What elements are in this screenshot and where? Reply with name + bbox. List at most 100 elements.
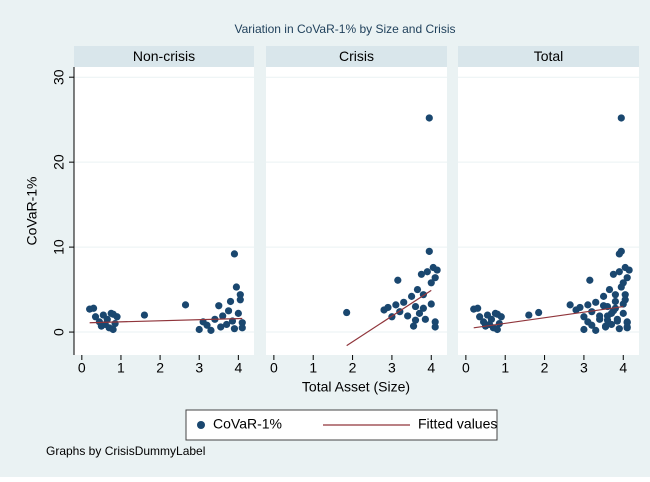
point xyxy=(596,312,604,320)
point xyxy=(623,318,631,326)
point xyxy=(236,291,244,299)
point xyxy=(343,308,351,317)
point xyxy=(411,316,420,324)
point xyxy=(576,303,584,312)
panel-header xyxy=(266,46,447,67)
fit-line xyxy=(346,289,432,347)
point xyxy=(234,309,242,317)
point xyxy=(103,315,111,323)
point xyxy=(619,279,627,287)
x-tick-label: 4 xyxy=(619,360,627,376)
plot-area xyxy=(74,67,254,355)
point xyxy=(425,247,433,255)
point xyxy=(619,300,627,308)
x-tick-label: 1 xyxy=(117,360,125,376)
point xyxy=(601,322,610,330)
panel-header xyxy=(74,46,254,67)
point xyxy=(394,276,402,284)
point xyxy=(409,322,418,330)
point xyxy=(215,302,223,310)
point xyxy=(584,301,592,309)
point xyxy=(230,250,239,258)
y-tick-label: 20 xyxy=(51,154,67,170)
point xyxy=(419,304,427,312)
point xyxy=(109,310,117,318)
point xyxy=(592,298,600,306)
point xyxy=(109,325,117,334)
point xyxy=(566,301,574,309)
x-tick-label: 1 xyxy=(501,360,509,376)
point xyxy=(140,311,149,319)
point xyxy=(230,325,239,333)
point xyxy=(425,114,433,122)
point xyxy=(623,274,631,282)
point xyxy=(392,301,400,309)
point xyxy=(431,323,439,331)
point xyxy=(427,300,435,308)
point xyxy=(89,304,98,312)
point xyxy=(493,325,501,334)
point xyxy=(400,298,408,306)
y-tick-label: 0 xyxy=(51,328,67,336)
point xyxy=(607,309,616,317)
point xyxy=(411,302,420,311)
legend-marker xyxy=(197,421,205,429)
x-tick-label: 0 xyxy=(462,360,470,376)
point xyxy=(427,279,435,287)
point xyxy=(226,297,235,306)
point xyxy=(615,325,623,333)
x-tick-label: 3 xyxy=(580,360,588,376)
point xyxy=(580,313,588,321)
point xyxy=(621,291,629,299)
point xyxy=(111,319,119,328)
point xyxy=(588,321,596,329)
point xyxy=(207,326,215,334)
point xyxy=(431,318,439,326)
note: Graphs by CrisisDummyLabel xyxy=(46,444,205,458)
point xyxy=(404,312,412,320)
point xyxy=(238,324,246,332)
y-axis-label: CoVaR-1% xyxy=(24,177,40,246)
x-tick-label: 0 xyxy=(270,360,278,376)
point xyxy=(586,276,594,284)
point xyxy=(487,315,496,323)
point xyxy=(219,312,227,320)
point xyxy=(433,266,441,274)
point xyxy=(609,270,618,278)
legend-label: CoVaR-1% xyxy=(213,416,282,432)
point xyxy=(625,266,633,274)
y-tick-label: 10 xyxy=(51,239,67,255)
point xyxy=(599,292,608,300)
point xyxy=(592,326,600,334)
legend-label: Fitted values xyxy=(418,416,497,432)
point xyxy=(535,308,543,317)
point xyxy=(623,323,631,331)
point xyxy=(615,268,623,276)
point xyxy=(611,297,619,306)
point xyxy=(181,301,190,309)
point xyxy=(617,114,625,122)
point xyxy=(223,320,231,329)
point xyxy=(236,296,244,304)
point xyxy=(588,308,596,316)
x-axis-label: Total Asset (Size) xyxy=(302,379,410,395)
y-tick-label: 30 xyxy=(51,69,67,85)
x-tick-label: 2 xyxy=(156,360,164,376)
point xyxy=(474,304,482,312)
point xyxy=(413,285,422,294)
chart-title: Variation in CoVaR-1% by Size and Crisis xyxy=(235,22,456,36)
panel-title: Non-crisis xyxy=(133,48,195,64)
point xyxy=(476,313,484,321)
point xyxy=(203,321,211,329)
point xyxy=(217,323,225,331)
point xyxy=(431,274,439,282)
x-tick-label: 0 xyxy=(78,360,86,376)
point xyxy=(421,315,429,323)
point xyxy=(195,325,203,334)
fit-line xyxy=(89,317,243,324)
point xyxy=(407,292,416,300)
point xyxy=(603,316,612,324)
x-tick-label: 3 xyxy=(195,360,203,376)
